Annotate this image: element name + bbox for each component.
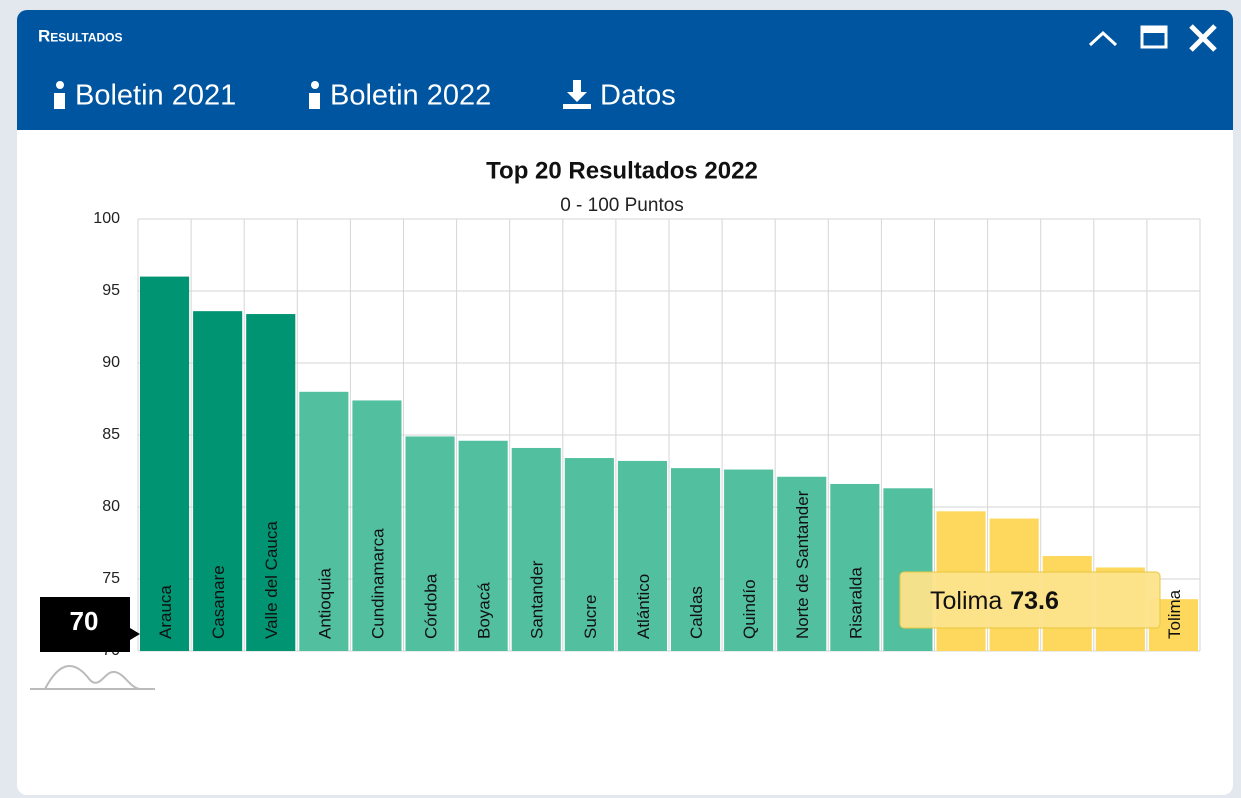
bar	[511, 447, 561, 651]
bar	[246, 314, 296, 651]
bar	[193, 311, 243, 651]
bar-label: Risaralda	[846, 567, 865, 639]
bar-label: Sucre	[581, 595, 600, 639]
bar	[671, 468, 721, 651]
window-title: Resultados	[38, 26, 123, 45]
bar	[140, 276, 190, 651]
tooltip-box	[899, 571, 1161, 629]
bar	[777, 476, 827, 651]
bar-label: Tolima	[1165, 589, 1184, 639]
bar-label: Valle del Cauca	[262, 521, 281, 639]
slider-value: 70	[70, 606, 99, 636]
bar-label: Norte de Santander	[793, 490, 812, 639]
tooltip-text: Tolima 73.6	[930, 587, 1059, 615]
minimize-button[interactable]	[1088, 30, 1118, 47]
bar-label: Córdoba	[422, 573, 441, 639]
bar-label: Arauca	[156, 585, 175, 639]
bar-label: Quindío	[740, 579, 759, 639]
tooltip-value: 73.6	[1010, 587, 1059, 615]
bar-label: Cundinamarca	[368, 528, 387, 639]
bar	[299, 391, 349, 651]
tooltip-name: Tolima	[930, 587, 1002, 615]
boletin-2021-button[interactable]: Boletin 2021	[75, 80, 236, 112]
close-button[interactable]	[1189, 24, 1217, 52]
chart-subtitle: 0 - 100 Puntos	[560, 195, 684, 216]
bar	[617, 460, 667, 651]
y-tick-label: 95	[102, 282, 120, 299]
bar	[564, 458, 614, 651]
slider-curve	[44, 664, 141, 690]
bar-label: Caldas	[687, 586, 706, 639]
bar-label: Atlántico	[634, 574, 653, 639]
y-tick-label: 100	[93, 210, 120, 227]
info-icon	[309, 81, 320, 109]
bar	[352, 400, 402, 651]
y-tick-label: 85	[102, 426, 120, 443]
info-icon	[54, 81, 65, 109]
bar-label: Santander	[528, 560, 547, 639]
window-header	[17, 10, 1233, 130]
bar	[458, 440, 508, 651]
chart-title: Top 20 Resultados 2022	[486, 157, 758, 184]
bar-label: Antioquia	[315, 568, 334, 639]
maximize-bar	[1142, 27, 1166, 33]
y-tick-label: 90	[102, 354, 120, 371]
bar	[724, 469, 774, 651]
y-tick-label: 75	[102, 570, 120, 587]
bar-label: Casanare	[209, 565, 228, 639]
slider-handle[interactable]: 70	[40, 597, 140, 652]
bar-label: Boyacá	[475, 582, 494, 639]
download-icon	[563, 80, 591, 109]
tooltip: Tolima 73.6	[899, 571, 1161, 629]
boletin-2022-button[interactable]: Boletin 2022	[330, 80, 491, 112]
bar	[830, 483, 880, 651]
y-tick-label: 80	[102, 498, 120, 515]
bar	[405, 436, 455, 651]
datos-button[interactable]: Datos	[600, 80, 676, 112]
plot: 707580859095100AraucaCasanareValle del C…	[93, 210, 1201, 659]
